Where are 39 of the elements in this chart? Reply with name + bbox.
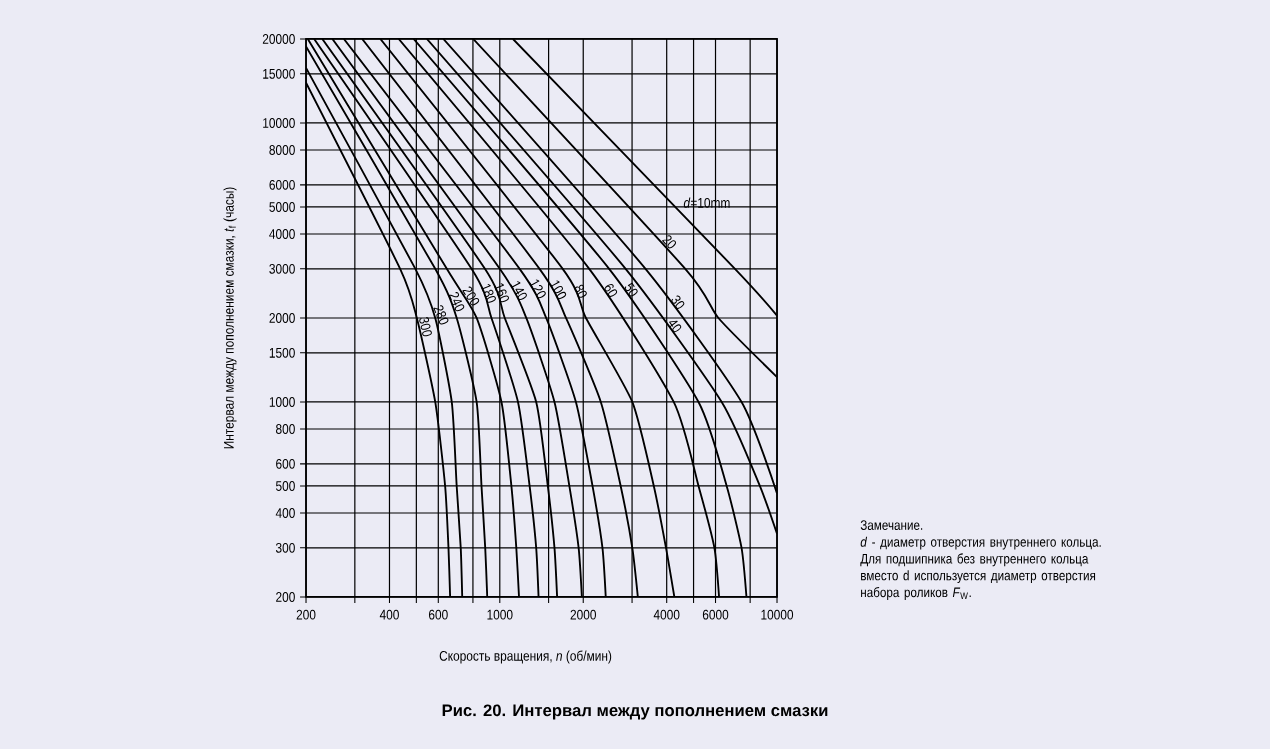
text: 30 xyxy=(671,295,685,309)
x-tick-label: 6000 xyxy=(702,609,729,620)
y-tick-label: 5000 xyxy=(269,202,295,212)
y-tick-label: 400 xyxy=(275,508,295,518)
text: 140 xyxy=(510,281,527,301)
text: 50 xyxy=(624,282,638,297)
y-tick-label: 3000 xyxy=(269,263,295,274)
x-axis-title: Скорость вращения, n (об/мин) xyxy=(439,650,612,664)
text: Рис. 20. Интервал между пополнением смазки xyxy=(442,704,828,720)
y-tick-label: 10000 xyxy=(263,118,295,128)
y-tick-label: 2000 xyxy=(269,313,295,323)
x-tick-label: 600 xyxy=(428,609,448,620)
text: 280 xyxy=(433,305,449,325)
y-tick-label: 6000 xyxy=(269,179,295,190)
text: 40 xyxy=(668,320,682,333)
x-tick-label: 2000 xyxy=(570,609,596,620)
y-tick-label: 20000 xyxy=(262,34,295,44)
y-tick-label: 15000 xyxy=(263,68,295,79)
y-tick-label: 1000 xyxy=(269,397,295,407)
x-tick-label: 400 xyxy=(379,609,399,620)
x-tick-label: 200 xyxy=(296,609,316,620)
y-tick-label: 300 xyxy=(275,542,295,553)
x-tick-label: 1000 xyxy=(487,609,513,620)
y-tick-label: 8000 xyxy=(269,145,295,155)
y-tick-label: 1500 xyxy=(269,347,295,358)
y-tick-label: 200 xyxy=(276,592,295,602)
y-tick-label: 4000 xyxy=(269,229,295,239)
y-tick-label: 800 xyxy=(276,424,295,434)
x-tick-label: 10000 xyxy=(761,609,794,620)
y-tick-label: 500 xyxy=(275,481,295,491)
x-tick-label: 4000 xyxy=(653,609,680,620)
text: Замечание. xyxy=(860,520,923,530)
y-tick-label: 600 xyxy=(276,458,295,469)
text: Для подшипника без внутреннего кольца вместо d используется диаметр отверстия набора роликов F$_{W}$. xyxy=(860,553,1096,600)
text: 60 xyxy=(604,283,618,297)
text: 300 xyxy=(419,317,432,337)
text: 20 xyxy=(661,235,677,249)
y-axis-title: Интервал между пополнением смазки, t$_{f}$ (часы) xyxy=(223,187,237,449)
text: d - диаметр отверстия внутреннего кольца. xyxy=(860,536,1101,550)
